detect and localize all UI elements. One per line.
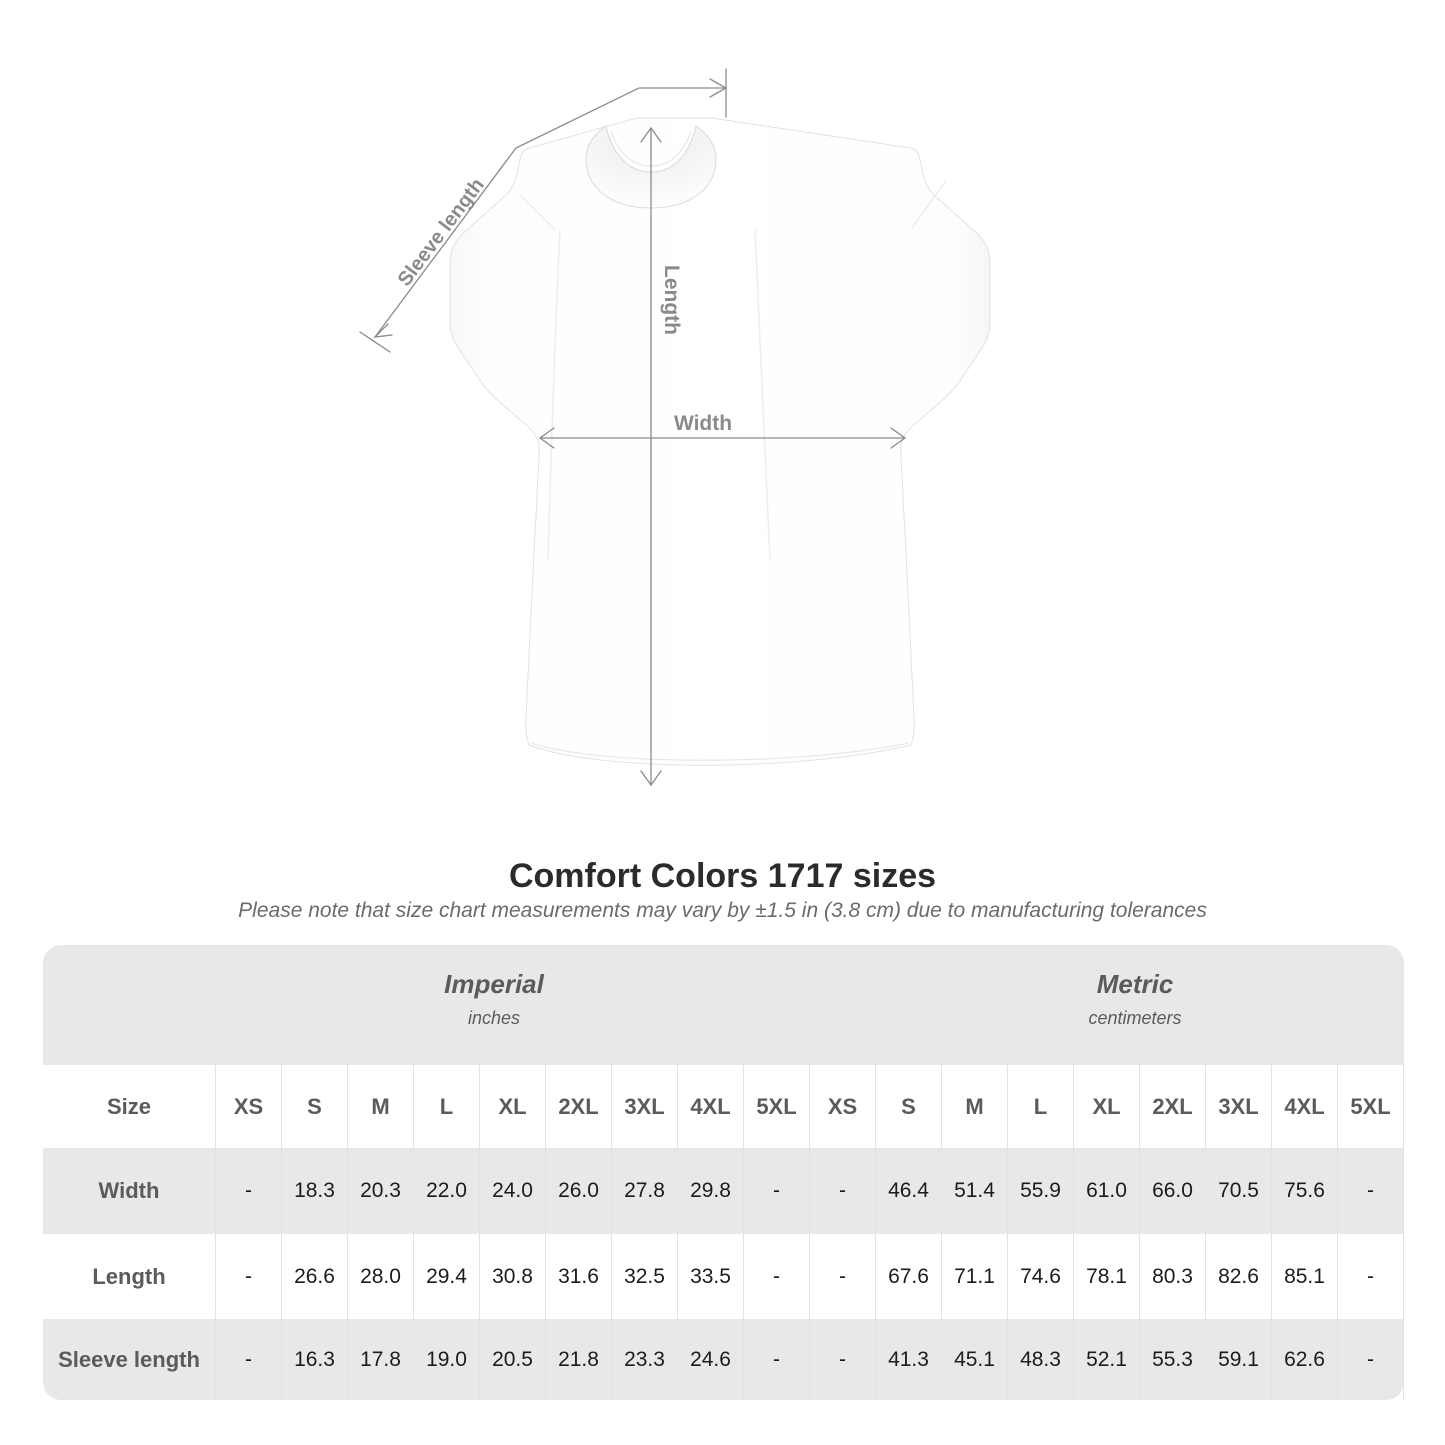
- svg-text:Length: Length: [660, 265, 683, 335]
- svg-text:Width: Width: [674, 412, 732, 435]
